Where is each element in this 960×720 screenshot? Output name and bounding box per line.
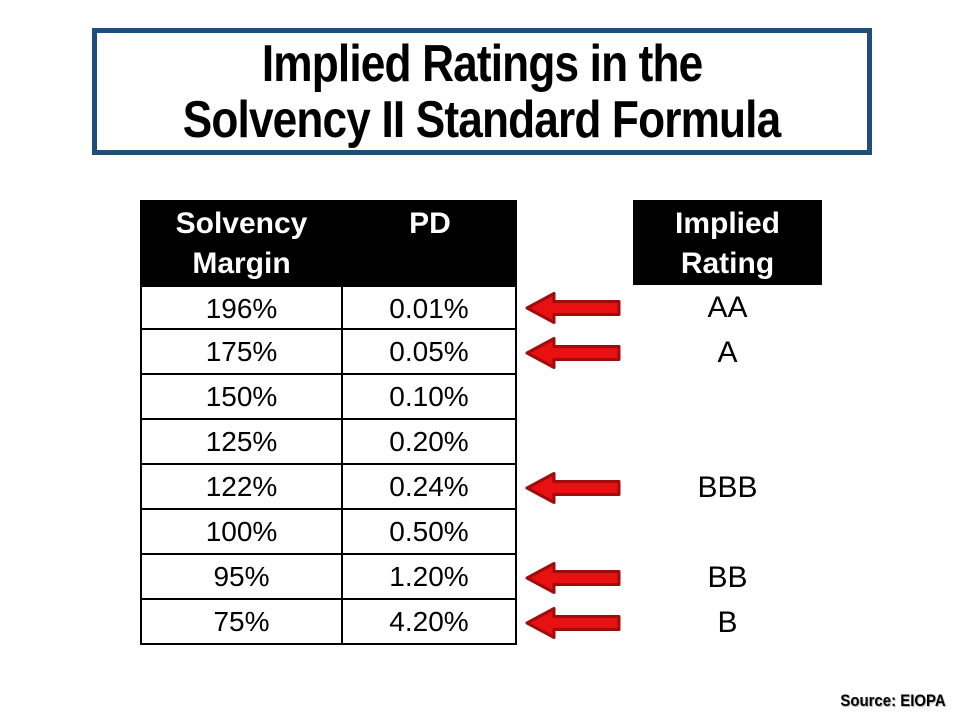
- pd-cell: 0.50%: [343, 510, 517, 555]
- pd-cell: 0.20%: [343, 420, 517, 465]
- pd-cell: 0.24%: [343, 465, 517, 510]
- header-solvency-line-2: Margin: [192, 247, 291, 280]
- slide-title-line-1: Implied Ratings in the: [261, 34, 703, 93]
- left-arrow-icon: [524, 335, 622, 371]
- solvency-margin-cell: 175%: [140, 330, 343, 375]
- left-arrow-icon: [524, 470, 622, 506]
- pd-cell: 0.10%: [343, 375, 517, 420]
- slide-title-line-2: Solvency II Standard Formula: [183, 90, 781, 149]
- column-header-solvency-margin: Solvency Margin: [140, 200, 343, 285]
- table-row: 100% 0.50%: [140, 510, 517, 555]
- left-arrow-icon: [524, 290, 622, 326]
- implied-rating-value: BBB: [697, 471, 758, 504]
- left-arrow-icon: [524, 560, 622, 596]
- table-row: 175% 0.05%: [140, 330, 517, 375]
- header-solvency-line-1: Solvency: [175, 207, 308, 240]
- solvency-margin-cell: 196%: [140, 285, 343, 330]
- solvency-margin-cell: 122%: [140, 465, 343, 510]
- solvency-margin-cell: 125%: [140, 420, 343, 465]
- header-implied-line-2: Rating: [680, 247, 775, 280]
- pd-cell: 0.05%: [343, 330, 517, 375]
- pd-cell: 1.20%: [343, 555, 517, 600]
- table-row: 75% 4.20%: [140, 600, 517, 645]
- implied-rating-value: B: [717, 606, 738, 639]
- solvency-margin-cell: 100%: [140, 510, 343, 555]
- table-header-main: Solvency Margin PD: [140, 200, 517, 285]
- solvency-margin-cell: 150%: [140, 375, 343, 420]
- pd-cell: 4.20%: [343, 600, 517, 645]
- table-row: 125% 0.20%: [140, 420, 517, 465]
- header-pd-label: PD: [409, 207, 451, 240]
- implied-rating-value: A: [717, 336, 738, 369]
- table-row: 150% 0.10%: [140, 375, 517, 420]
- solvency-margin-cell: 75%: [140, 600, 343, 645]
- solvency-margin-cell: 95%: [140, 555, 343, 600]
- column-header-implied-rating: Implied Rating: [633, 200, 822, 285]
- slide-title-box: Implied Ratings in the Solvency II Stand…: [92, 28, 872, 155]
- pd-cell: 0.01%: [343, 285, 517, 330]
- source-note: Source: EIOPA: [840, 691, 946, 710]
- left-arrow-icon: [524, 605, 622, 641]
- table-row: 122% 0.24%: [140, 465, 517, 510]
- implied-rating-value: BB: [707, 561, 748, 594]
- implied-rating-value: AA: [707, 291, 748, 324]
- table-row: 196% 0.01%: [140, 285, 517, 330]
- ratings-table: Solvency Margin PD Implied Rating 196% 0.…: [140, 200, 822, 650]
- column-header-pd: PD: [343, 200, 517, 285]
- header-implied-line-1: Implied: [674, 207, 780, 240]
- table-row: 95% 1.20%: [140, 555, 517, 600]
